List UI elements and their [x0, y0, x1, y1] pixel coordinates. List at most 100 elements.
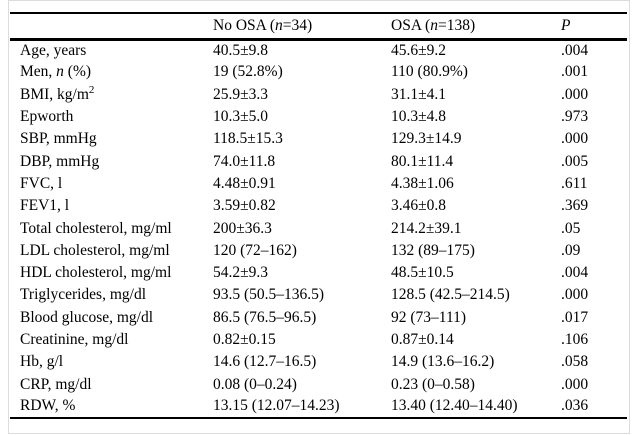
label-text: (%)	[63, 63, 92, 81]
col-header-no-osa: No OSA (n=34)	[210, 13, 388, 39]
osa-value: 0.23 (0–0.58)	[391, 375, 475, 393]
row-label: Creatinine, mg/dl	[10, 329, 210, 351]
col-header-p: P	[558, 13, 627, 39]
osa-value: 129.3±14.9	[391, 130, 462, 148]
no-osa-value: 13.15 (12.07–14.23)	[213, 397, 340, 415]
label-superscript: 2	[88, 83, 95, 96]
p-value: .369	[561, 197, 589, 215]
table-row: SBP, mmHg 118.5±15.3 129.3±14.9 .000	[10, 128, 627, 150]
no-osa-value: 10.3±5.0	[213, 108, 269, 126]
header-text: =138)	[437, 16, 476, 34]
label-text: FEV1, l	[20, 197, 70, 215]
osa-value: 3.46±0.8	[391, 197, 447, 215]
osa-value: 128.5 (42.5–214.5)	[391, 286, 510, 304]
table-row: RDW, % 13.15 (12.07–14.23) 13.40 (12.40–…	[10, 396, 627, 418]
label-text: Men,	[20, 63, 57, 81]
label-text: BMI, kg/m	[20, 85, 89, 103]
label-text: Triglycerides, mg/dl	[20, 286, 147, 304]
table-row: Creatinine, mg/dl 0.82±0.15 0.87±0.14 .1…	[10, 329, 627, 351]
osa-value: 45.6±9.2	[391, 41, 447, 59]
label-text: Hb, g/l	[20, 353, 64, 371]
osa-value: 80.1±11.4	[391, 152, 454, 170]
no-osa-value: 200±36.3	[213, 219, 272, 237]
p-value: .106	[561, 331, 589, 348]
row-label: Blood glucose, mg/dl	[10, 307, 210, 329]
p-value: .001	[561, 63, 589, 81]
no-osa-value: 74.0±11.8	[213, 152, 276, 170]
no-osa-value: 120 (72–162)	[213, 241, 297, 259]
row-label: DBP, mmHg	[10, 150, 210, 172]
row-label: FVC, l	[10, 173, 210, 195]
osa-value: 4.38±1.06	[391, 174, 454, 192]
table-row: Blood glucose, mg/dl 86.5 (76.5–96.5) 92…	[10, 307, 627, 329]
p-value: .973	[561, 108, 589, 126]
osa-value: 10.3±4.8	[391, 108, 447, 126]
osa-value: 48.5±10.5	[391, 264, 454, 282]
osa-value: 14.9 (13.6–16.2)	[391, 353, 495, 371]
row-label: LDL cholesterol, mg/ml	[10, 240, 210, 262]
p-value: .004	[561, 41, 589, 59]
table-row: Men, n (%) 19 (52.8%) 110 (80.9%) .001	[10, 61, 627, 83]
label-text: Blood glucose, mg/dl	[20, 308, 154, 326]
row-label: Epworth	[10, 106, 210, 128]
no-osa-value: 93.5 (50.5–136.5)	[213, 286, 325, 304]
osa-value: 132 (89–175)	[391, 241, 475, 259]
row-label: RDW, %	[10, 396, 210, 418]
label-text: RDW, %	[20, 397, 76, 415]
p-value: .000	[561, 85, 589, 103]
figure-frame: No OSA (n=34) OSA (n=138) P Age, years 4…	[8, 0, 630, 434]
osa-value: 31.1±4.1	[391, 85, 447, 103]
baseline-characteristics-table: No OSA (n=34) OSA (n=138) P Age, years 4…	[10, 12, 627, 420]
osa-value: 92 (73–111)	[391, 308, 467, 326]
no-osa-value: 118.5±15.3	[213, 130, 283, 148]
table-row: CRP, mg/dl 0.08 (0–0.24) 0.23 (0–0.58) .…	[10, 373, 627, 395]
col-header-osa: OSA (n=138)	[388, 13, 558, 39]
table-row: Total cholesterol, mg/ml 200±36.3 214.2±…	[10, 217, 627, 239]
p-value: .036	[561, 397, 589, 415]
table-body: Age, years 40.5±9.8 45.6±9.2 .004 Men, n…	[10, 39, 627, 418]
table-row: Epworth 10.3±5.0 10.3±4.8 .973	[10, 106, 627, 128]
row-label: SBP, mmHg	[10, 128, 210, 150]
row-label: Men, n (%)	[10, 61, 210, 83]
label-text: Total cholesterol, mg/ml	[20, 219, 172, 237]
italic-n: n	[275, 16, 283, 34]
no-osa-value: 14.6 (12.7–16.5)	[213, 353, 317, 371]
label-text: Creatinine, mg/dl	[20, 331, 129, 348]
row-label: CRP, mg/dl	[10, 373, 210, 395]
no-osa-value: 0.08 (0–0.24)	[213, 375, 297, 393]
table-row: Triglycerides, mg/dl 93.5 (50.5–136.5) 1…	[10, 284, 627, 306]
p-value: .005	[561, 152, 589, 170]
no-osa-value: 4.48±0.91	[213, 174, 276, 192]
p-value: .09	[561, 241, 581, 259]
osa-value: 214.2±39.1	[391, 219, 462, 237]
row-label: Triglycerides, mg/dl	[10, 284, 210, 306]
row-label: Total cholesterol, mg/ml	[10, 217, 210, 239]
no-osa-value: 19 (52.8%)	[213, 63, 283, 81]
label-italic: n	[56, 63, 64, 81]
header-text: No OSA (	[213, 16, 276, 34]
label-text: CRP, mg/dl	[20, 375, 92, 393]
header-text: =34)	[282, 16, 313, 34]
table-row: Hb, g/l 14.6 (12.7–16.5) 14.9 (13.6–16.2…	[10, 351, 627, 373]
no-osa-value: 0.82±0.15	[213, 331, 276, 348]
p-value: .000	[561, 130, 589, 148]
label-text: Age, years	[20, 41, 87, 59]
label-text: FVC, l	[20, 174, 63, 192]
label-text: Epworth	[20, 108, 74, 126]
p-value: .058	[561, 353, 589, 371]
label-text: SBP, mmHg	[20, 130, 97, 148]
table-row: HDL cholesterol, mg/ml 54.2±9.3 48.5±10.…	[10, 262, 627, 284]
table-row: DBP, mmHg 74.0±11.8 80.1±11.4 .005	[10, 150, 627, 172]
table-row: Age, years 40.5±9.8 45.6±9.2 .004	[10, 39, 627, 61]
row-label: Hb, g/l	[10, 351, 210, 373]
table-row: FEV1, l 3.59±0.82 3.46±0.8 .369	[10, 195, 627, 217]
osa-value: 0.87±0.14	[391, 331, 454, 348]
osa-value: 13.40 (12.40–14.40)	[391, 397, 518, 415]
header-text: OSA (	[391, 16, 431, 34]
row-label: HDL cholesterol, mg/ml	[10, 262, 210, 284]
row-label: BMI, kg/m2	[10, 84, 210, 106]
p-value: .000	[561, 286, 589, 304]
no-osa-value: 54.2±9.3	[213, 264, 269, 282]
label-text: HDL cholesterol, mg/ml	[20, 264, 172, 282]
p-value: .05	[561, 219, 581, 237]
